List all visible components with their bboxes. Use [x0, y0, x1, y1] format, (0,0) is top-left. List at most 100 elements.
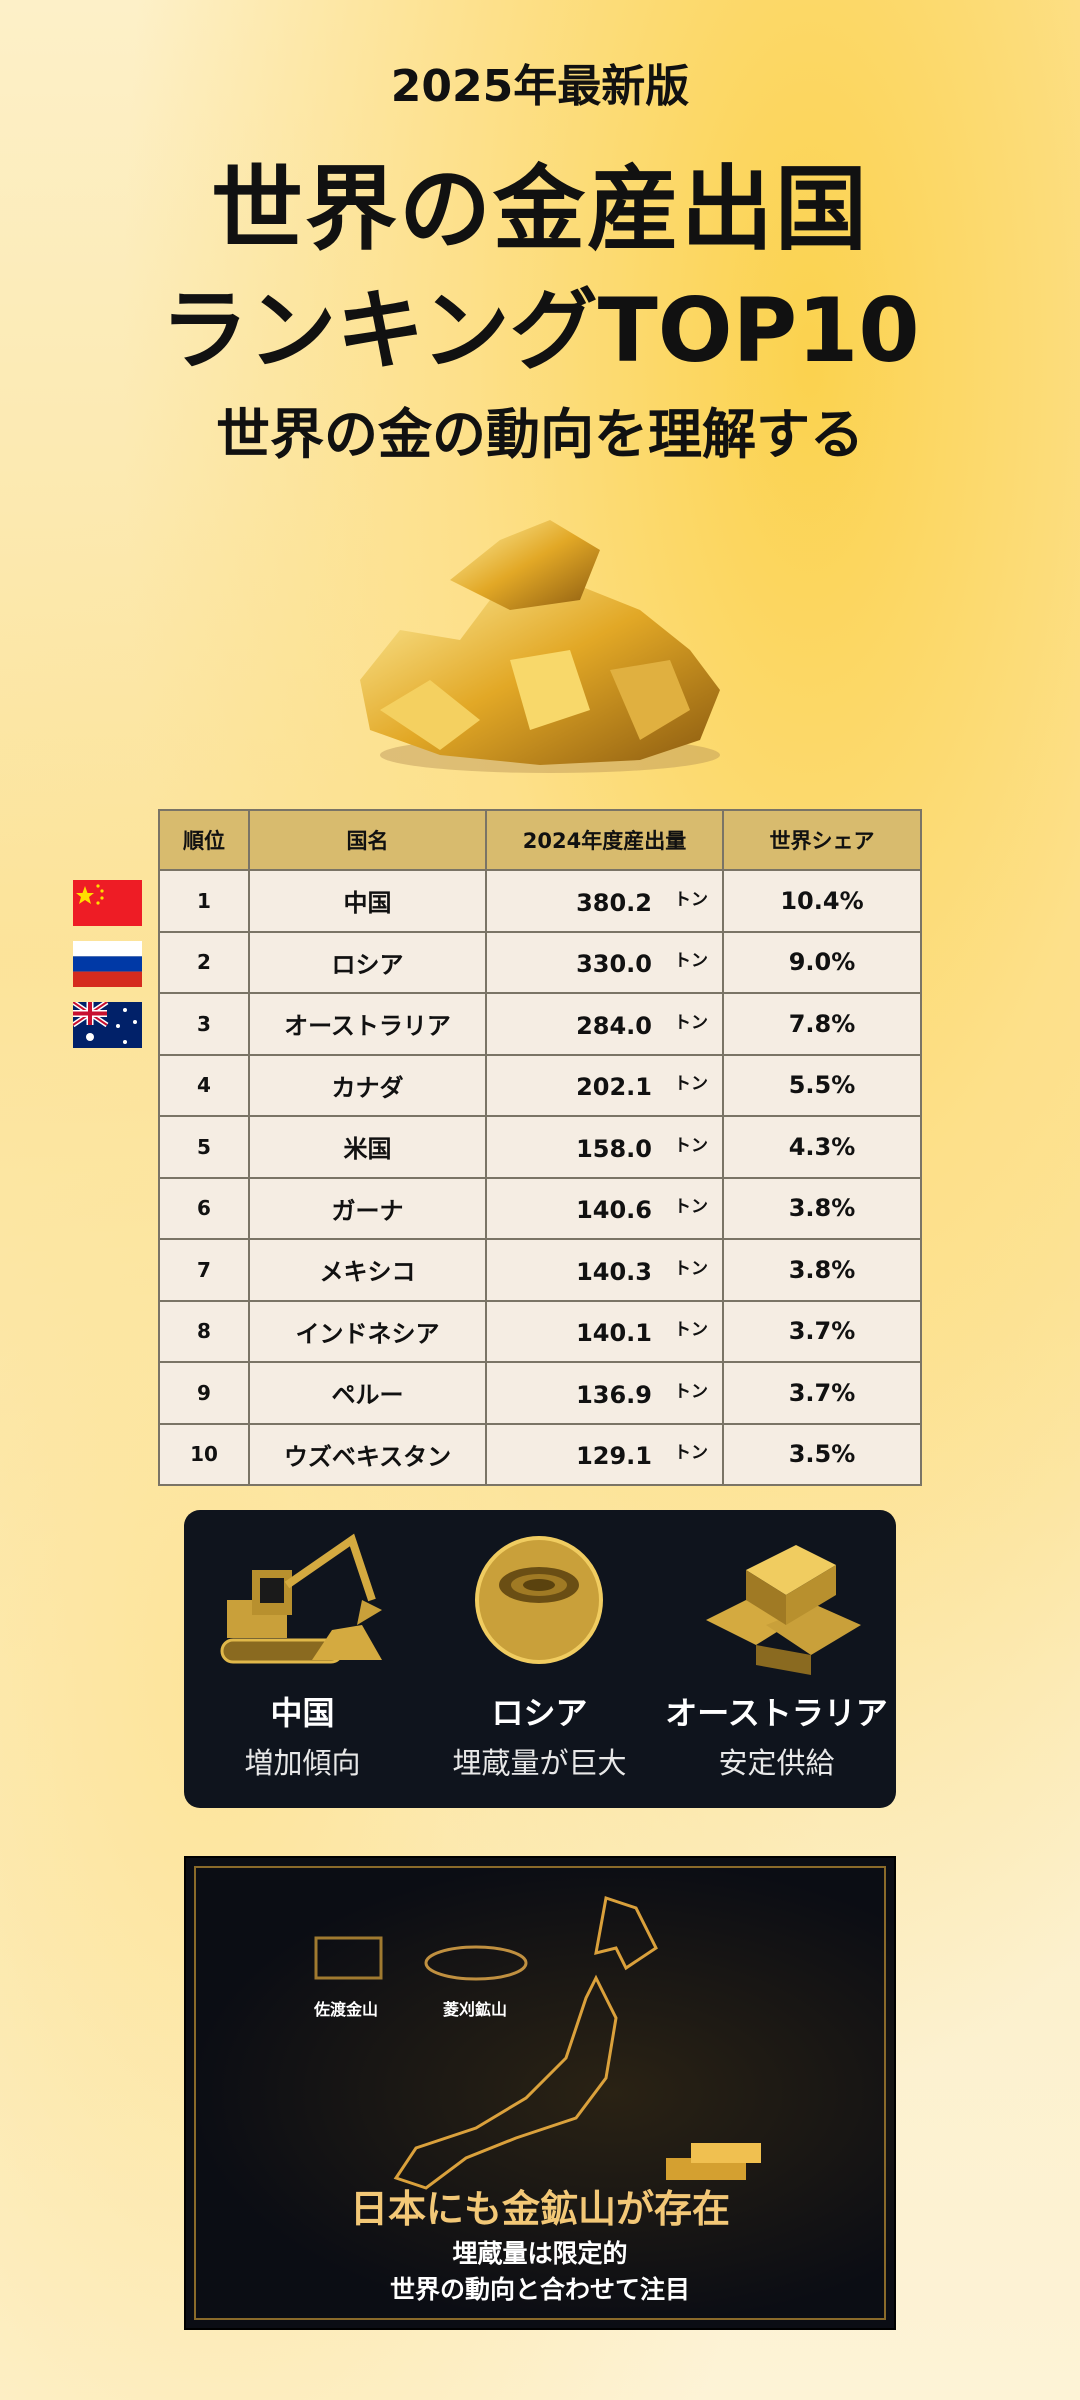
russia-flag — [73, 941, 142, 987]
gold-production-table: 順位 国名 2024年度産出量 世界シェア 1 中国 380.2 トン 10.4%… — [158, 809, 922, 1486]
rank-cell: 7 — [158, 1238, 250, 1302]
decorative-frame — [194, 1866, 886, 2320]
rank-cell: 10 — [158, 1422, 250, 1486]
header-amount: 2024年度産出量 — [485, 809, 724, 871]
share-cell: 9.0% — [722, 930, 922, 994]
header-rank: 順位 — [158, 809, 250, 871]
unit-label: トン — [674, 1197, 708, 1218]
amount-value: 129.1 — [576, 1442, 652, 1471]
country-cell: 米国 — [248, 1115, 487, 1179]
page-title-line2: ランキングTOP10 — [160, 279, 920, 382]
amount-cell: 140.3 トン — [485, 1238, 724, 1302]
page-subtitle: 世界の金の動向を理解する — [216, 403, 864, 466]
mine-label-hishikari: 菱刈鉱山 — [443, 2000, 508, 2019]
feature-name: オーストラリア — [665, 1694, 888, 1732]
amount-cell: 202.1 トン — [485, 1053, 724, 1117]
feature-desc: 埋蔵量が巨大 — [452, 1746, 627, 1780]
amount-cell: 284.0 トン — [485, 992, 724, 1056]
country-cell: ガーナ — [248, 1176, 487, 1240]
top3-features-panel: 中国 増加傾向 ロシア 埋蔵量が巨大 オーストラリア 安定供給 — [184, 1510, 896, 1808]
gold-bars-icon — [706, 1545, 861, 1675]
unit-label: トン — [674, 889, 708, 910]
country-cell: 中国 — [248, 869, 487, 933]
country-cell: ウズベキスタン — [248, 1422, 487, 1486]
header-share: 世界シェア — [722, 809, 922, 871]
table-row: 7 メキシコ 140.3 トン 3.8% — [158, 1238, 922, 1302]
table-row: 9 ペルー 136.9 トン 3.7% — [158, 1361, 922, 1425]
amount-value: 136.9 — [576, 1380, 652, 1409]
unit-label: トン — [674, 1135, 708, 1156]
japan-line2: 世界の動向と合わせて注目 — [389, 2275, 690, 2304]
amount-cell: 140.1 トン — [485, 1299, 724, 1363]
amount-cell: 136.9 トン — [485, 1361, 724, 1425]
amount-value: 380.2 — [576, 888, 652, 917]
china-flag — [73, 880, 142, 926]
feature-name: ロシア — [491, 1694, 588, 1732]
header-country: 国名 — [248, 809, 487, 871]
share-cell: 5.5% — [722, 1053, 922, 1117]
amount-value: 140.6 — [576, 1196, 652, 1225]
share-cell: 3.7% — [722, 1299, 922, 1363]
amount-value: 202.1 — [576, 1073, 652, 1102]
australia-flag — [71, 999, 142, 1048]
amount-cell: 158.0 トン — [485, 1115, 724, 1179]
amount-value: 140.3 — [576, 1257, 652, 1286]
country-cell: オーストラリア — [248, 992, 487, 1056]
amount-value: 330.0 — [576, 950, 652, 979]
country-cell: ロシア — [248, 930, 487, 994]
table-row: 8 インドネシア 140.1 トン 3.7% — [158, 1299, 922, 1363]
rank-cell: 6 — [158, 1176, 250, 1240]
share-cell: 3.8% — [722, 1176, 922, 1240]
table-row: 10 ウズベキスタン 129.1 トン 3.5% — [158, 1422, 922, 1486]
open-pit-mine-icon — [475, 1536, 603, 1664]
table-row: 4 カナダ 202.1 トン 5.5% — [158, 1053, 922, 1117]
unit-label: トン — [674, 1074, 708, 1095]
gold-nuggets-image — [360, 520, 720, 773]
excavator-icon — [220, 1533, 382, 1664]
mine-label-sado: 佐渡金山 — [314, 2000, 379, 2019]
feature-name: 中国 — [270, 1694, 335, 1732]
share-cell: 3.8% — [722, 1238, 922, 1302]
rank-cell: 2 — [158, 930, 250, 994]
table-row: 6 ガーナ 140.6 トン 3.8% — [158, 1176, 922, 1240]
amount-value: 140.1 — [576, 1319, 652, 1348]
rank-cell: 4 — [158, 1053, 250, 1117]
feature-desc: 安定供給 — [718, 1746, 835, 1780]
unit-label: トン — [674, 1012, 708, 1033]
rank-cell: 5 — [158, 1115, 250, 1179]
country-cell: インドネシア — [248, 1299, 487, 1363]
amount-cell: 380.2 トン — [485, 869, 724, 933]
share-cell: 10.4% — [722, 869, 922, 933]
japan-map-image — [314, 1896, 761, 2190]
rank-cell: 8 — [158, 1299, 250, 1363]
unit-label: トン — [674, 1381, 708, 1402]
amount-cell: 330.0 トン — [485, 930, 724, 994]
amount-cell: 140.6 トン — [485, 1176, 724, 1240]
share-cell: 3.5% — [722, 1422, 922, 1486]
country-cell: カナダ — [248, 1053, 487, 1117]
edition-label: 2025年最新版 — [390, 61, 690, 112]
share-cell: 4.3% — [722, 1115, 922, 1179]
japan-mines-panel: 佐渡金山 菱刈鉱山 日本にも金鉱山が存在 埋蔵量は限定的 世界の動向と合わせて注… — [184, 1856, 896, 2330]
unit-label: トン — [674, 1258, 708, 1279]
japan-title: 日本にも金鉱山が存在 — [349, 2187, 730, 2231]
feature-desc: 増加傾向 — [244, 1746, 361, 1780]
amount-value: 158.0 — [576, 1134, 652, 1163]
table-row: 3 オーストラリア 284.0 トン 7.8% — [158, 992, 922, 1056]
rank-cell: 9 — [158, 1361, 250, 1425]
table-row: 1 中国 380.2 トン 10.4% — [158, 869, 922, 933]
rank-cell: 1 — [158, 869, 250, 933]
unit-label: トン — [674, 951, 708, 972]
country-cell: ペルー — [248, 1361, 487, 1425]
amount-cell: 129.1 トン — [485, 1422, 724, 1486]
amount-value: 284.0 — [576, 1011, 652, 1040]
rank-cell: 3 — [158, 992, 250, 1056]
share-cell: 3.7% — [722, 1361, 922, 1425]
table-row: 2 ロシア 330.0 トン 9.0% — [158, 930, 922, 994]
japan-line1: 埋蔵量は限定的 — [452, 2239, 628, 2268]
country-cell: メキシコ — [248, 1238, 487, 1302]
unit-label: トン — [674, 1443, 708, 1464]
unit-label: トン — [674, 1320, 708, 1341]
table-row: 5 米国 158.0 トン 4.3% — [158, 1115, 922, 1179]
page-title-line1: 世界の金産出国 — [210, 156, 869, 263]
